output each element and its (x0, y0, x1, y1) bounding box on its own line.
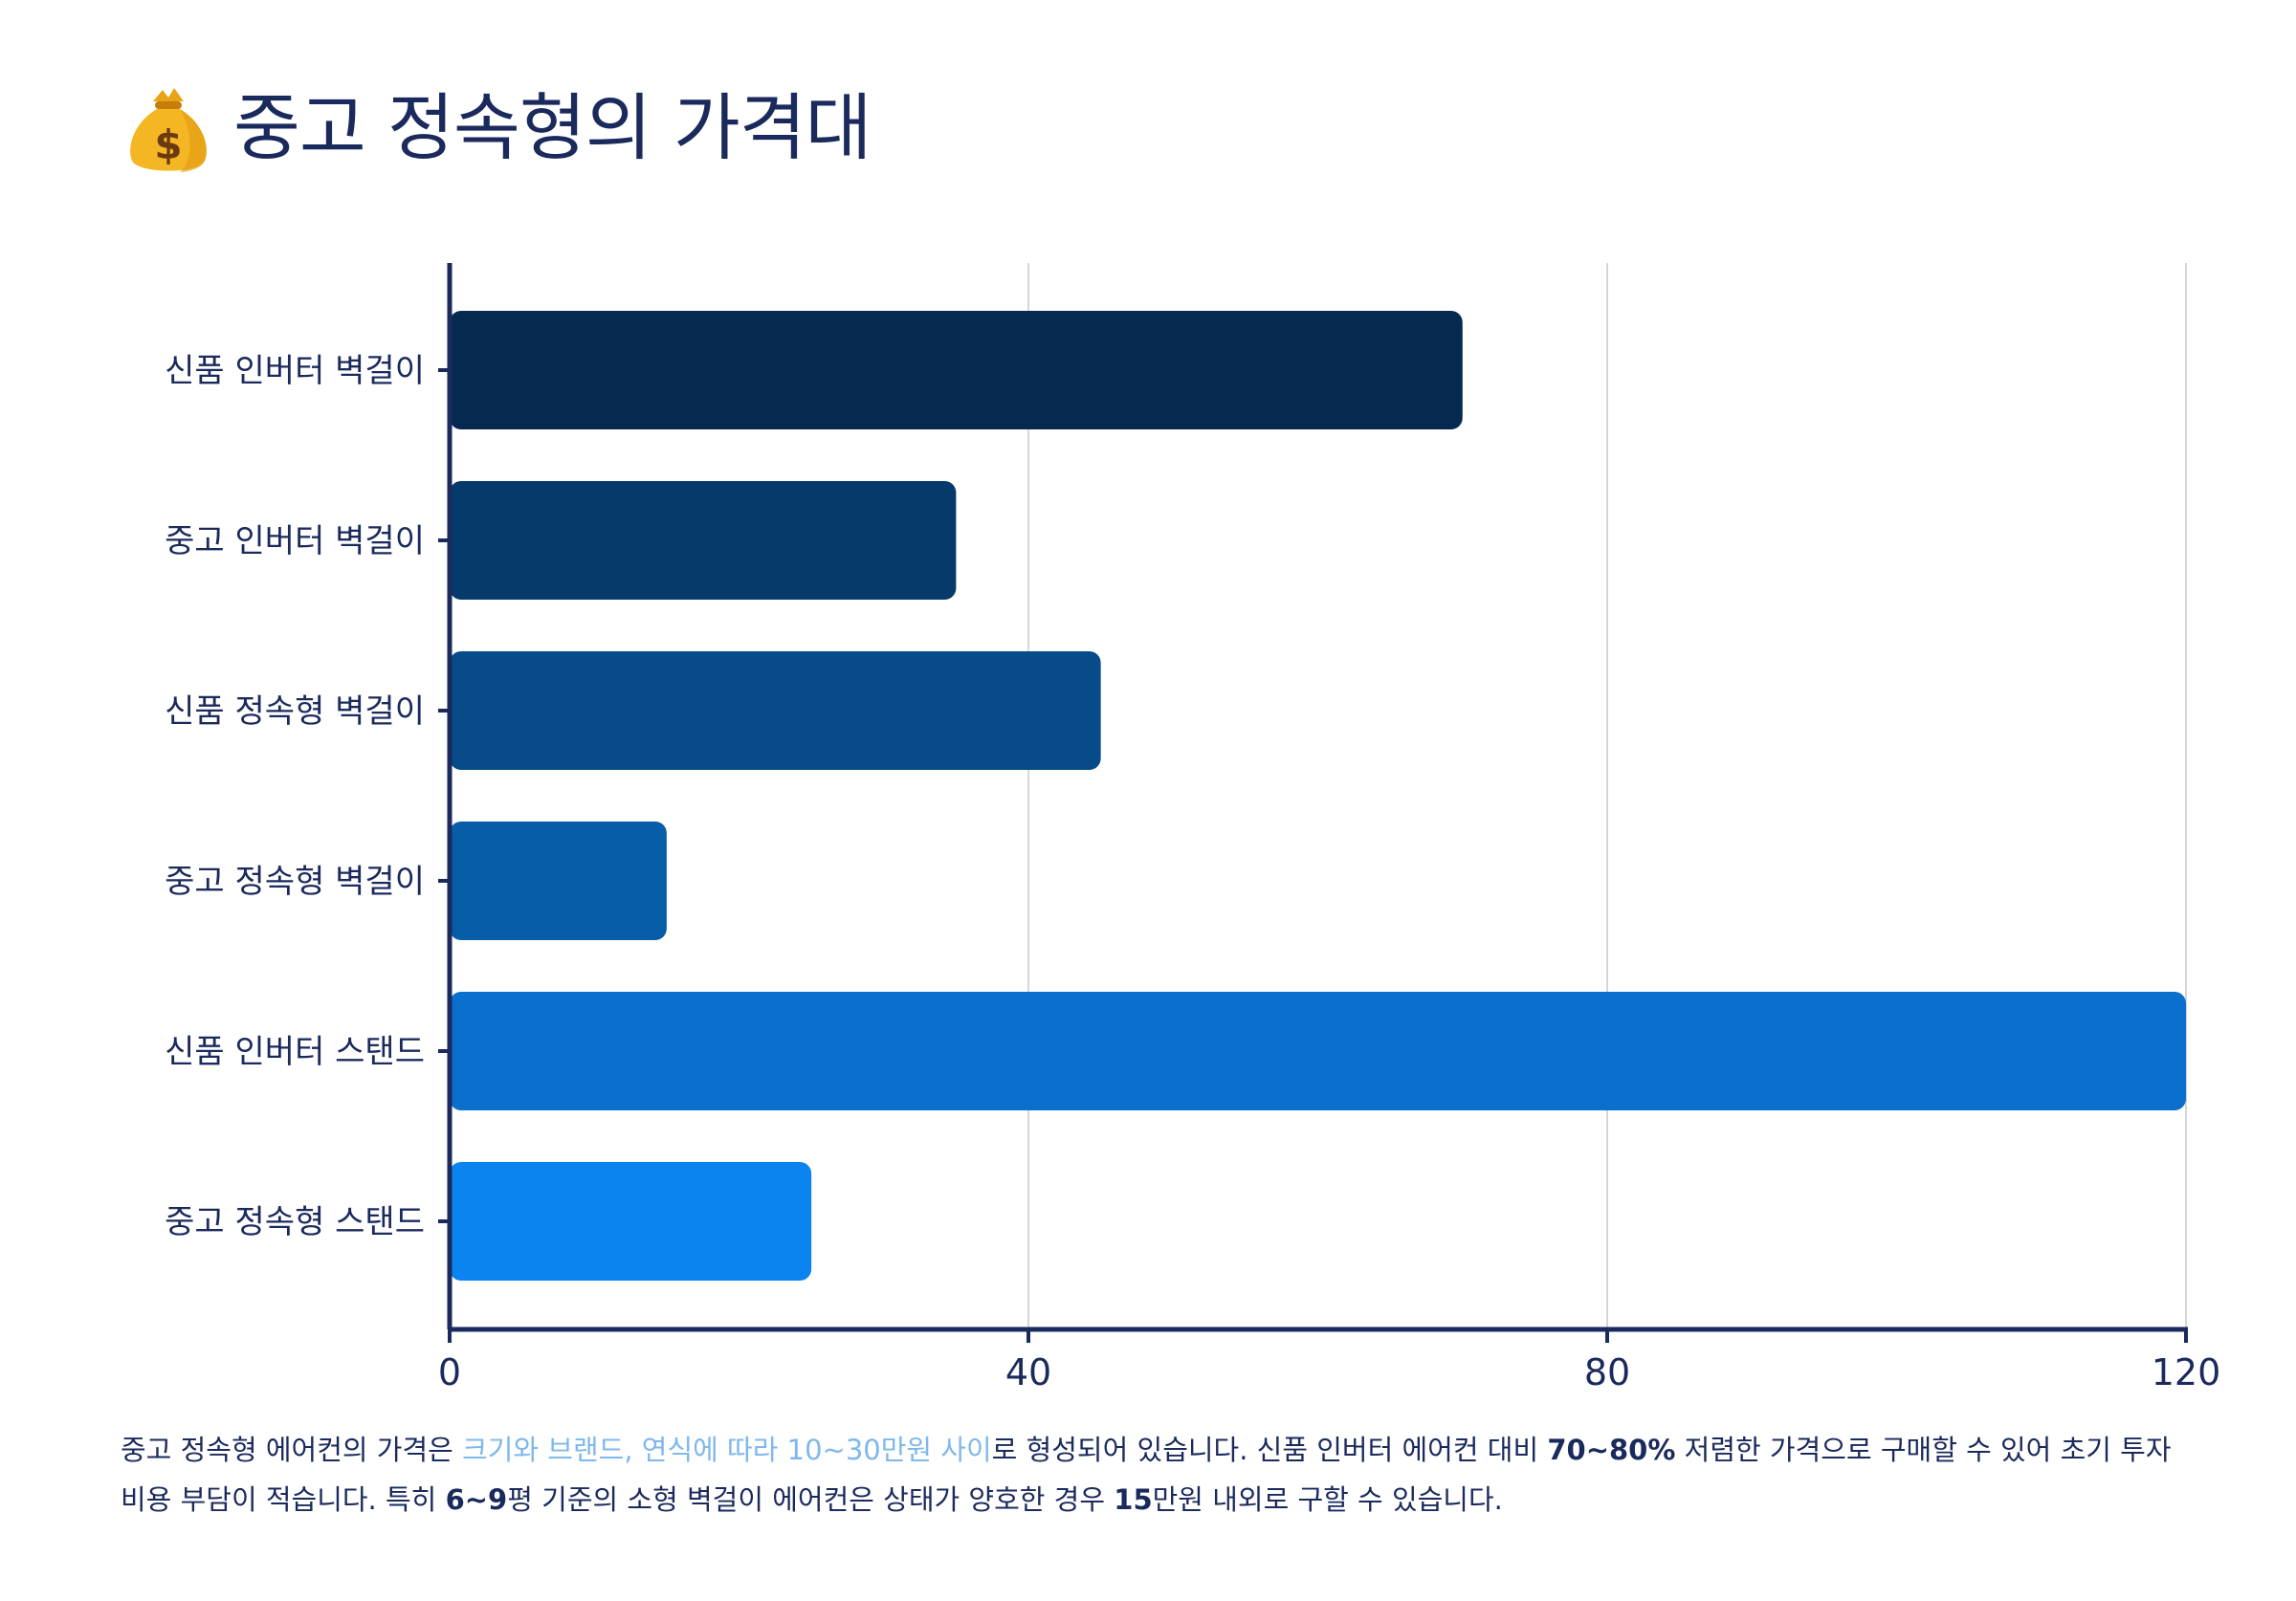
category-label: 중고 인버터 벽걸이 (165, 522, 425, 560)
bar (450, 1162, 812, 1281)
category-label: 중고 정속형 벽걸이 (165, 863, 425, 901)
caption-highlight: 크기와 브랜드, 연식에 따라 10~30만원 사이 (462, 1434, 992, 1466)
caption-emphasis-3: 15 (1114, 1483, 1153, 1516)
money-bag-icon: $ (130, 88, 207, 172)
caption-emphasis-2: 6~9 (445, 1483, 508, 1516)
caption-emphasis-1: 70~80% (1547, 1434, 1676, 1466)
caption-part-2: 로 형성되어 있습니다. 신품 인버터 에어컨 대비 (991, 1434, 1548, 1466)
page-title: 중고 정속형의 가격대 (233, 85, 872, 170)
bar (450, 481, 957, 600)
caption-part-5: 만원 내외로 구할 수 있습니다. (1152, 1483, 1503, 1516)
caption-part-3: 저렴한 가격으로 구매할 수 있어 초기 투자 비용 부담이 적습니다. 특히 (121, 1434, 2172, 1516)
category-label: 중고 정속형 스탠드 (165, 1203, 425, 1241)
caption-paragraph: 중고 정속형 에어컨의 가격은 크기와 브랜드, 연식에 따라 10~30만원 … (121, 1425, 2197, 1524)
svg-text:$: $ (154, 121, 182, 168)
category-label: 신품 정속형 벽걸이 (165, 692, 425, 731)
x-tick-label: 120 (2152, 1351, 2221, 1393)
bar (450, 651, 1101, 770)
category-label: 신품 인버터 스탠드 (165, 1033, 425, 1071)
caption-part-1: 중고 정속형 에어컨의 가격은 (121, 1434, 463, 1466)
bar (450, 822, 667, 940)
x-tick-label: 80 (1584, 1351, 1630, 1393)
caption-part-4: 평 기준의 소형 벽걸이 에어컨은 상태가 양호한 경우 (507, 1483, 1115, 1516)
title-row: $ 중고 정속형의 가격대 (124, 80, 872, 176)
category-label: 신품 인버터 벽걸이 (165, 352, 425, 390)
x-tick-label: 0 (438, 1351, 461, 1393)
x-tick-label: 40 (1005, 1351, 1051, 1393)
bar (450, 311, 1463, 429)
bar (450, 992, 2186, 1110)
